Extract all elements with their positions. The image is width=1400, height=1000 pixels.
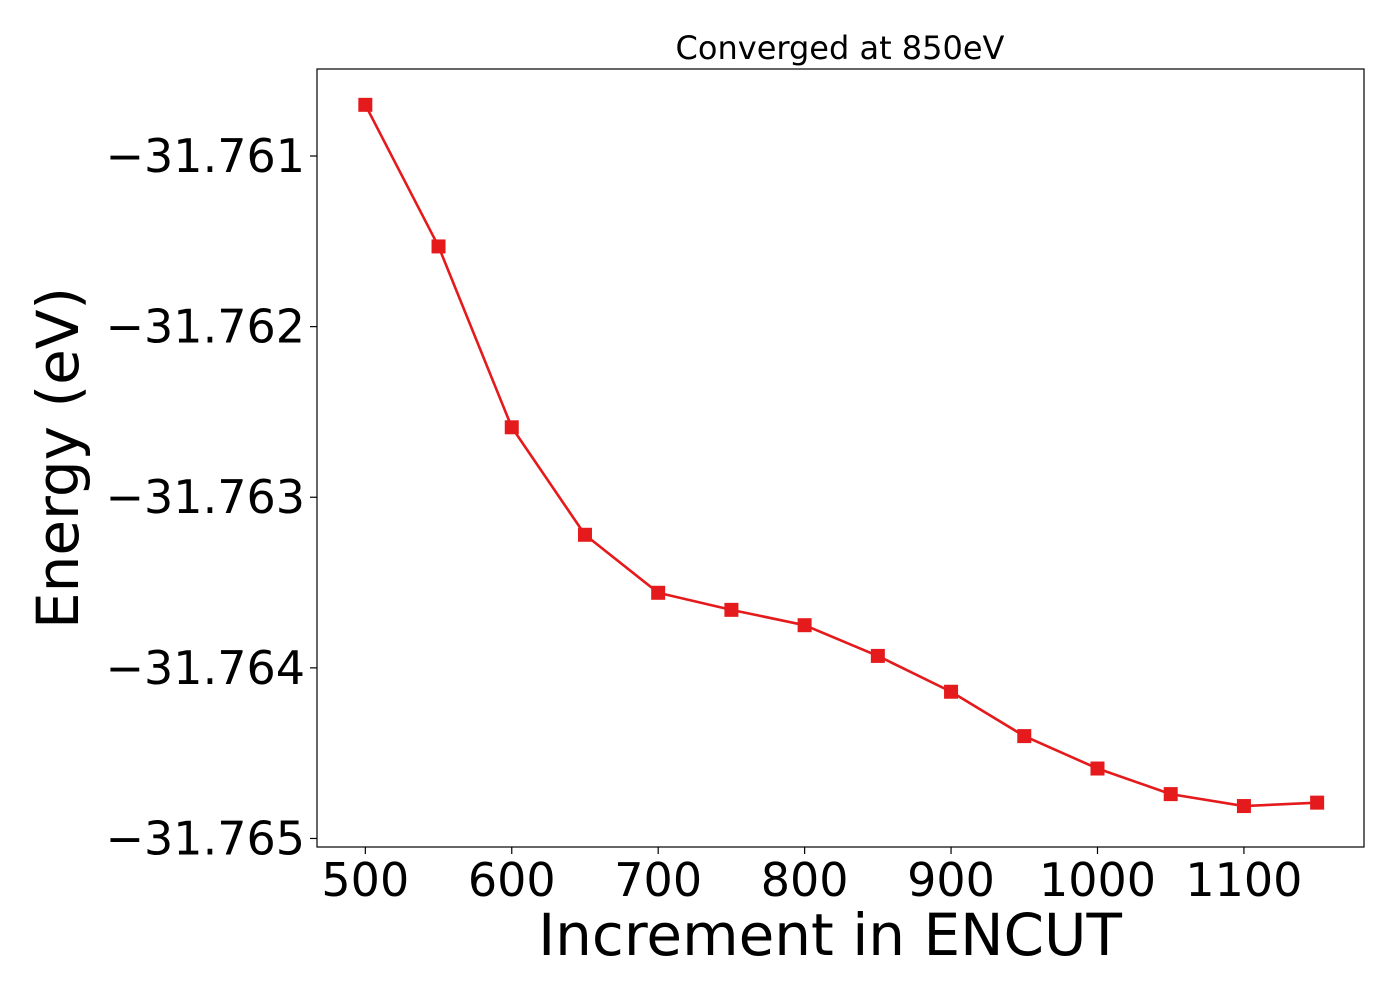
series-line	[364, 104, 1318, 808]
data-point-marker	[724, 602, 739, 617]
data-point-marker	[431, 239, 446, 254]
data-point-marker	[504, 420, 519, 435]
data-point-marker	[797, 618, 812, 633]
x-tick-label: 700	[614, 853, 702, 907]
y-tick-label: −31.761	[106, 129, 306, 183]
x-tick-label: 900	[907, 853, 995, 907]
y-axis-label: Energy (eV)	[24, 287, 92, 629]
data-point-marker	[358, 97, 373, 112]
data-point-marker	[944, 684, 959, 699]
x-axis: 500 600 700 800 900 1000 1100	[321, 847, 1302, 907]
data-point-marker	[577, 527, 592, 542]
chart-title: Converged at 850eV	[676, 29, 1005, 67]
x-tick-label: 1000	[1039, 853, 1156, 907]
data-point-marker	[1163, 787, 1178, 802]
axes-frame	[316, 68, 1365, 848]
y-axis: −31.761 −31.762 −31.763 −31.764 −31.765	[106, 129, 317, 865]
data-point-marker	[1236, 799, 1251, 814]
data-point-marker	[870, 648, 885, 663]
data-point-marker	[1090, 761, 1105, 776]
x-axis-label: Increment in ENCUT	[538, 901, 1122, 969]
x-tick-label: 500	[321, 853, 409, 907]
y-tick-label: −31.765	[106, 811, 306, 865]
data-point-marker	[1310, 795, 1325, 810]
plot-layer	[358, 97, 1325, 814]
y-tick-label: −31.763	[106, 470, 306, 524]
x-tick-label: 800	[761, 853, 849, 907]
x-tick-label: 1100	[1185, 853, 1302, 907]
data-point-marker	[651, 585, 666, 600]
y-tick-label: −31.764	[106, 641, 306, 695]
y-tick-label: −31.762	[106, 300, 306, 354]
x-tick-label: 600	[468, 853, 556, 907]
data-point-marker	[1017, 729, 1032, 744]
